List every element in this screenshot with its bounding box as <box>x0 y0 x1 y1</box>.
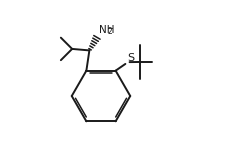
Text: 2: 2 <box>107 27 112 36</box>
Text: S: S <box>126 53 133 63</box>
Text: NH: NH <box>99 25 114 35</box>
